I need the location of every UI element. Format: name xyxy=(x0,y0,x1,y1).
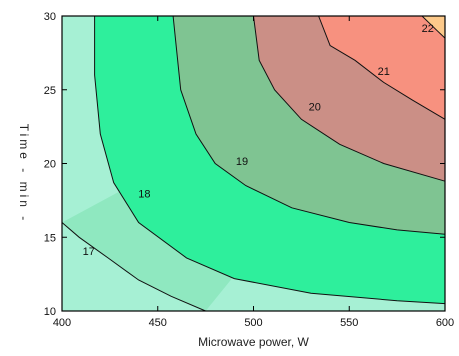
contour-line-21 xyxy=(318,15,446,120)
contour-label-21: 21 xyxy=(378,66,390,78)
x-axis-ticks: 400 450 500 550 600 xyxy=(53,16,454,329)
y-tick-label: 10 xyxy=(44,306,56,318)
contour-line-18 xyxy=(94,16,446,305)
contour-level-labels: 17 18 19 20 21 22 xyxy=(83,23,434,258)
contour-line-17 xyxy=(61,222,206,312)
contour-label-22: 22 xyxy=(422,23,434,35)
contour-label-18: 18 xyxy=(138,188,150,200)
contour-label-17: 17 xyxy=(83,246,95,258)
region-21 xyxy=(318,16,445,120)
contour-label-20: 20 xyxy=(309,101,321,113)
y-tick-label: 15 xyxy=(44,232,56,244)
contour-line-20 xyxy=(253,15,446,182)
y-tick-label: 20 xyxy=(44,159,56,171)
y-axis-ticks: 10 15 20 25 30 xyxy=(44,11,445,318)
y-tick-label: 25 xyxy=(44,85,56,97)
x-tick-label: 500 xyxy=(244,317,262,329)
y-tick-label: 30 xyxy=(44,11,56,23)
contour-line-22 xyxy=(421,15,446,39)
contour-lines xyxy=(61,15,446,312)
x-axis-label: Microwave power, W xyxy=(198,335,309,349)
x-tick-label: 550 xyxy=(340,317,358,329)
y-axis-label: Time - min - xyxy=(17,124,31,224)
contour-line-19 xyxy=(172,15,446,235)
x-tick-label: 400 xyxy=(53,317,71,329)
x-tick-label: 450 xyxy=(149,317,167,329)
x-tick-label: 600 xyxy=(436,317,454,329)
contour-label-19: 19 xyxy=(236,156,248,168)
